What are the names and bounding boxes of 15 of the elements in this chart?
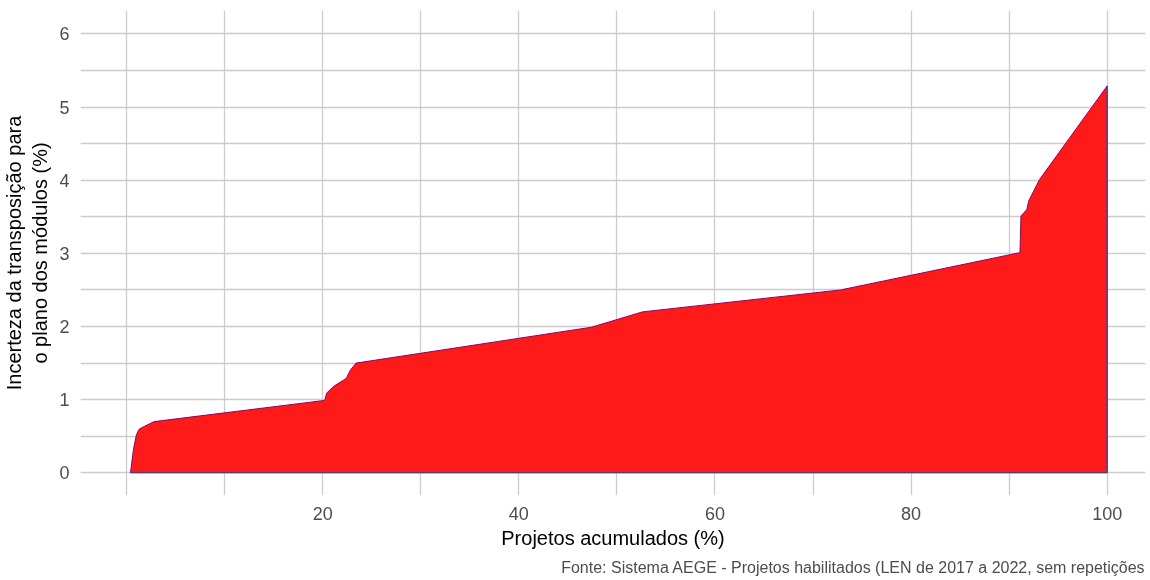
- y-axis-title: Incerteza da transposição para o plano dos módulos (%): [3, 114, 52, 391]
- y-tick-label: 5: [59, 97, 70, 118]
- y-tick-label: 2: [59, 317, 70, 338]
- x-tick-label: 100: [1092, 503, 1123, 524]
- x-tick-label: 60: [704, 503, 726, 524]
- x-tick-label: 20: [312, 503, 333, 524]
- x-tick-label: 80: [901, 503, 922, 524]
- x-axis-title: Projetos acumulados (%): [501, 526, 725, 549]
- x-tick-label: 40: [508, 503, 529, 524]
- y-tick-label: 1: [59, 390, 70, 411]
- y-tick-label: 4: [59, 170, 70, 191]
- source-note: Fonte: Sistema AEGE - Projetos habilitados (LEN de 2017 a 2022, sem repetições: [561, 558, 1145, 576]
- y-tick-label: 0: [59, 463, 70, 484]
- y-tick-label: 6: [59, 24, 70, 45]
- y-tick-label: 3: [59, 243, 70, 264]
